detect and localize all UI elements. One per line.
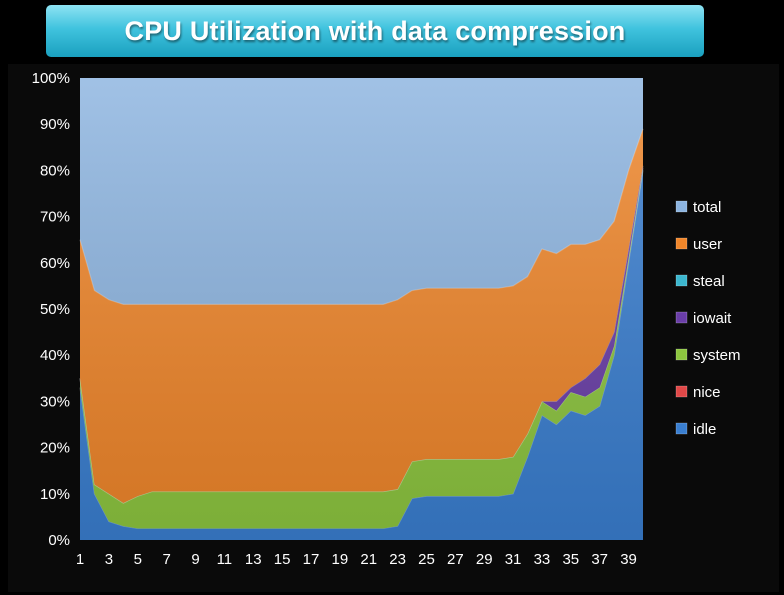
- x-tick-label: 35: [562, 551, 579, 568]
- y-tick-label: 60%: [40, 255, 70, 272]
- x-tick-label: 33: [534, 551, 551, 568]
- y-tick-label: 50%: [40, 301, 70, 318]
- chart-title-banner: CPU Utilization with data compression: [46, 5, 704, 57]
- y-tick-label: 40%: [40, 347, 70, 364]
- legend-item-nice: nice: [675, 384, 721, 401]
- legend-item-idle: idle: [675, 421, 716, 438]
- x-tick-label: 37: [591, 551, 608, 568]
- plot-sheen: [80, 78, 643, 540]
- x-tick-label: 25: [418, 551, 435, 568]
- x-tick-label: 1: [76, 551, 84, 568]
- x-tick-label: 9: [191, 551, 199, 568]
- legend-item-total: total: [675, 199, 721, 216]
- legend-label: iowait: [693, 310, 732, 327]
- legend-swatch: [675, 237, 688, 250]
- y-tick-label: 70%: [40, 209, 70, 226]
- y-axis-ticks: 0% 10% 20% 30% 40% 50% 60% 70% 80% 90% 100%: [32, 70, 70, 549]
- x-tick-label: 27: [447, 551, 464, 568]
- legend: total user steal iowait system nice idle: [675, 199, 741, 438]
- legend-swatch: [675, 200, 688, 213]
- legend-label: idle: [693, 421, 716, 438]
- x-axis-ticks: 1 3 5 7 9 11 13 15 17 19 21 23 25 27 29 31 33 35 37 39: [76, 551, 637, 568]
- y-tick-label: 30%: [40, 393, 70, 410]
- x-tick-label: 13: [245, 551, 262, 568]
- legend-swatch: [675, 274, 688, 287]
- legend-label: user: [693, 236, 722, 253]
- x-tick-label: 15: [274, 551, 291, 568]
- legend-swatch: [675, 348, 688, 361]
- legend-swatch: [675, 311, 688, 324]
- x-tick-label: 31: [505, 551, 522, 568]
- y-tick-label: 90%: [40, 116, 70, 133]
- y-tick-label: 80%: [40, 162, 70, 179]
- legend-item-user: user: [675, 236, 722, 253]
- legend-item-system: system: [675, 347, 741, 364]
- plot-areas: [79, 78, 644, 540]
- legend-item-iowait: iowait: [675, 310, 732, 327]
- legend-label: nice: [693, 384, 721, 401]
- x-tick-label: 19: [332, 551, 349, 568]
- x-tick-label: 17: [303, 551, 320, 568]
- legend-item-steal: steal: [675, 273, 725, 290]
- legend-label: steal: [693, 273, 725, 290]
- x-tick-label: 3: [105, 551, 113, 568]
- legend-label: system: [693, 347, 741, 364]
- x-tick-label: 5: [134, 551, 142, 568]
- x-tick-label: 11: [217, 551, 233, 568]
- x-tick-label: 7: [162, 551, 170, 568]
- x-tick-label: 23: [389, 551, 406, 568]
- legend-swatch: [675, 385, 688, 398]
- x-tick-label: 39: [620, 551, 637, 568]
- y-tick-label: 20%: [40, 440, 70, 457]
- x-tick-label: 21: [360, 551, 377, 568]
- legend-swatch: [675, 422, 688, 435]
- legend-label: total: [693, 199, 721, 216]
- y-tick-label: 10%: [40, 486, 70, 503]
- y-tick-label: 0%: [48, 532, 70, 549]
- x-tick-label: 29: [476, 551, 493, 568]
- y-tick-label: 100%: [32, 70, 70, 87]
- chart-title: CPU Utilization with data compression: [124, 15, 626, 46]
